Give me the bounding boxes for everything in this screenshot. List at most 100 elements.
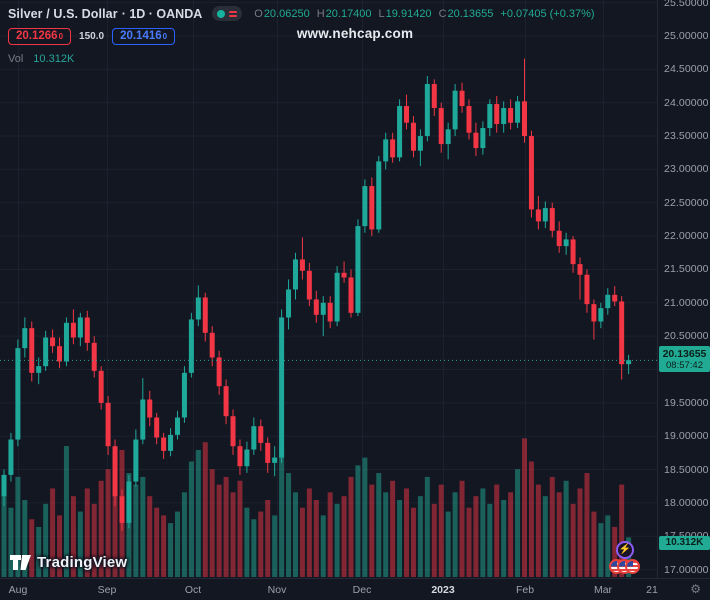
candle	[376, 156, 382, 233]
lightning-event-icon[interactable]: ⚡	[616, 541, 634, 559]
price-tick-label: 24.50000	[664, 63, 709, 76]
volume-row: Vol 10.312K	[8, 53, 595, 65]
volume-bar	[50, 488, 56, 577]
candle	[459, 82, 465, 113]
candle	[223, 379, 229, 425]
candle	[216, 350, 222, 395]
candle	[549, 202, 555, 238]
candle	[36, 357, 42, 385]
bar-countdown: 08:57:42	[666, 360, 703, 372]
volume-value: 10.312K	[33, 53, 75, 65]
volume-bar	[320, 515, 326, 577]
price-axis[interactable]: 20.13655 08:57:42 10.312K 25.50000 25.000…	[657, 0, 710, 578]
volume-bar	[237, 480, 243, 577]
gear-icon[interactable]: ⚙	[690, 582, 701, 596]
candle	[584, 269, 590, 313]
candle	[445, 122, 451, 160]
high-label: H	[316, 7, 325, 20]
ask-price-sup: 0	[162, 32, 168, 41]
candle	[341, 261, 347, 283]
candle	[522, 58, 527, 143]
candle	[202, 292, 208, 342]
candle	[126, 474, 132, 529]
candle	[528, 130, 534, 218]
candle	[431, 79, 437, 117]
candle	[327, 296, 333, 329]
volume-bar	[494, 484, 500, 577]
volume-bar	[327, 492, 333, 577]
candle	[1, 469, 7, 507]
sell-bid-button[interactable]: 20.1266 0	[8, 28, 72, 45]
candle	[237, 439, 243, 475]
volume-bar	[556, 492, 562, 577]
price-tick-label: 17.00000	[664, 563, 709, 576]
last-price-value: 20.13655	[662, 348, 707, 361]
candle	[369, 177, 375, 237]
ask-price: 20.1416	[120, 30, 162, 42]
volume-bar	[112, 457, 118, 577]
volume-bar	[480, 488, 486, 577]
candle	[70, 309, 76, 345]
low-label: L	[378, 7, 385, 20]
price-tick-label: 25.50000	[664, 0, 709, 9]
volume-bar	[91, 503, 97, 577]
candle	[404, 94, 410, 130]
tradingview-logo[interactable]: TradingView	[10, 554, 127, 571]
volume-bar	[70, 496, 76, 577]
volume-bar	[306, 488, 312, 577]
candle	[494, 96, 500, 133]
candle	[154, 412, 160, 445]
candle	[272, 446, 278, 477]
volume-pane	[1, 438, 632, 577]
open-label: O	[254, 7, 263, 20]
candle	[410, 116, 416, 158]
volume-bar	[438, 484, 444, 577]
volume-bar	[598, 523, 604, 577]
us-flag-icon[interactable]	[625, 559, 640, 574]
symbol-interval-exchange[interactable]: · 1D · OANDA	[121, 6, 203, 21]
candle	[542, 201, 548, 229]
candle	[168, 428, 174, 457]
economic-events-flags[interactable]	[609, 559, 640, 574]
bid-price-sup: 0	[58, 32, 64, 41]
volume-bar	[390, 480, 396, 577]
legend-toggle-pill[interactable]	[212, 6, 243, 21]
volume-bar	[459, 480, 465, 577]
candle	[29, 321, 35, 382]
candle	[320, 296, 326, 337]
candle	[605, 288, 611, 315]
candle	[466, 99, 472, 140]
candle	[535, 196, 541, 230]
volume-bar	[230, 492, 236, 577]
volume-bar	[265, 500, 271, 577]
time-axis[interactable]: ⚙ Aug Sep Oct Nov Dec 2023 Feb Mar 21	[0, 578, 710, 600]
candle	[306, 262, 312, 307]
time-tick-label: Aug	[8, 584, 28, 596]
price-tick-label: 22.00000	[664, 230, 709, 243]
price-tick-label: 23.00000	[664, 163, 709, 176]
volume-bar	[43, 503, 49, 577]
candle	[15, 339, 21, 447]
volume-bar	[84, 488, 90, 577]
candle	[424, 76, 430, 142]
time-tick-label: Nov	[267, 584, 287, 596]
price-tick-label: 20.50000	[664, 330, 709, 343]
volume-bar	[431, 503, 437, 577]
volume-bar	[563, 480, 569, 577]
candle	[508, 99, 514, 130]
buy-ask-button[interactable]: 20.1416 0	[112, 28, 176, 45]
volume-bar	[313, 500, 319, 577]
candles	[1, 58, 632, 531]
candle	[438, 102, 444, 153]
candle	[84, 310, 90, 351]
candle	[619, 296, 625, 380]
symbol-title[interactable]: Silver / U.S. Dollar	[8, 6, 118, 21]
candlestick-chart[interactable]	[0, 0, 657, 578]
candle	[161, 432, 167, 459]
volume-bar	[286, 473, 292, 577]
volume-bar	[29, 519, 35, 577]
candle	[286, 279, 292, 330]
high-value: 20.17400	[325, 7, 372, 20]
volume-bar	[334, 503, 340, 577]
volume-bar	[369, 484, 375, 577]
